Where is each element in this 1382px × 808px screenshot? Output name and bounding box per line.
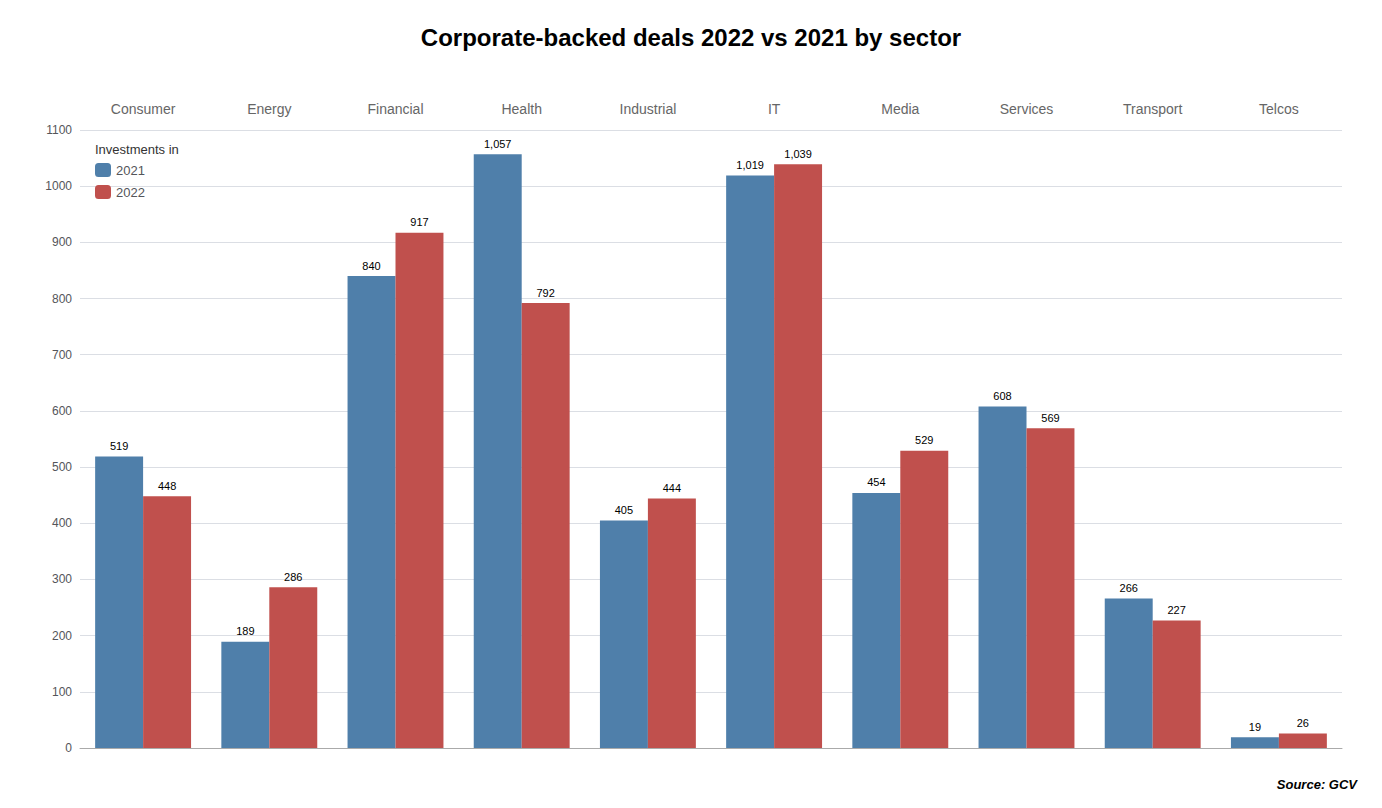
svg-text:400: 400 — [52, 516, 72, 530]
svg-text:Media: Media — [881, 101, 919, 117]
svg-text:Telcos: Telcos — [1259, 101, 1299, 117]
svg-text:26: 26 — [1297, 717, 1309, 729]
svg-text:Services: Services — [1000, 101, 1054, 117]
svg-text:1,019: 1,019 — [736, 159, 764, 171]
svg-text:Health: Health — [501, 101, 541, 117]
svg-text:IT: IT — [768, 101, 781, 117]
svg-text:792: 792 — [536, 287, 554, 299]
svg-text:0: 0 — [65, 741, 72, 755]
svg-text:200: 200 — [52, 629, 72, 643]
svg-text:917: 917 — [410, 216, 428, 228]
svg-text:2022: 2022 — [116, 185, 145, 200]
svg-text:2021: 2021 — [116, 163, 145, 178]
svg-text:405: 405 — [615, 504, 633, 516]
svg-text:Financial: Financial — [367, 101, 423, 117]
svg-text:1,039: 1,039 — [784, 148, 812, 160]
svg-text:Energy: Energy — [247, 101, 291, 117]
svg-text:608: 608 — [993, 390, 1011, 402]
svg-text:Corporate-backed deals 2022 vs: Corporate-backed deals 2022 vs 2021 by s… — [421, 24, 961, 51]
svg-text:800: 800 — [52, 292, 72, 306]
svg-text:529: 529 — [915, 434, 933, 446]
svg-text:454: 454 — [867, 476, 885, 488]
svg-text:444: 444 — [663, 482, 681, 494]
svg-text:1,057: 1,057 — [484, 138, 512, 150]
svg-text:227: 227 — [1167, 604, 1185, 616]
svg-text:266: 266 — [1120, 582, 1138, 594]
svg-text:600: 600 — [52, 404, 72, 418]
svg-text:300: 300 — [52, 572, 72, 586]
svg-text:Source: GCV: Source: GCV — [1277, 777, 1359, 792]
svg-text:100: 100 — [52, 685, 72, 699]
svg-text:700: 700 — [52, 348, 72, 362]
svg-text:448: 448 — [158, 480, 176, 492]
svg-text:Consumer: Consumer — [111, 101, 176, 117]
svg-text:Investments in: Investments in — [95, 142, 179, 157]
svg-text:900: 900 — [52, 235, 72, 249]
svg-text:569: 569 — [1041, 412, 1059, 424]
svg-text:500: 500 — [52, 460, 72, 474]
svg-text:Transport: Transport — [1123, 101, 1183, 117]
svg-text:1000: 1000 — [45, 179, 72, 193]
svg-text:189: 189 — [236, 625, 254, 637]
svg-text:286: 286 — [284, 571, 302, 583]
svg-text:Industrial: Industrial — [619, 101, 676, 117]
svg-text:19: 19 — [1249, 721, 1261, 733]
svg-text:519: 519 — [110, 440, 128, 452]
svg-text:1100: 1100 — [46, 123, 72, 137]
svg-text:840: 840 — [362, 260, 380, 272]
